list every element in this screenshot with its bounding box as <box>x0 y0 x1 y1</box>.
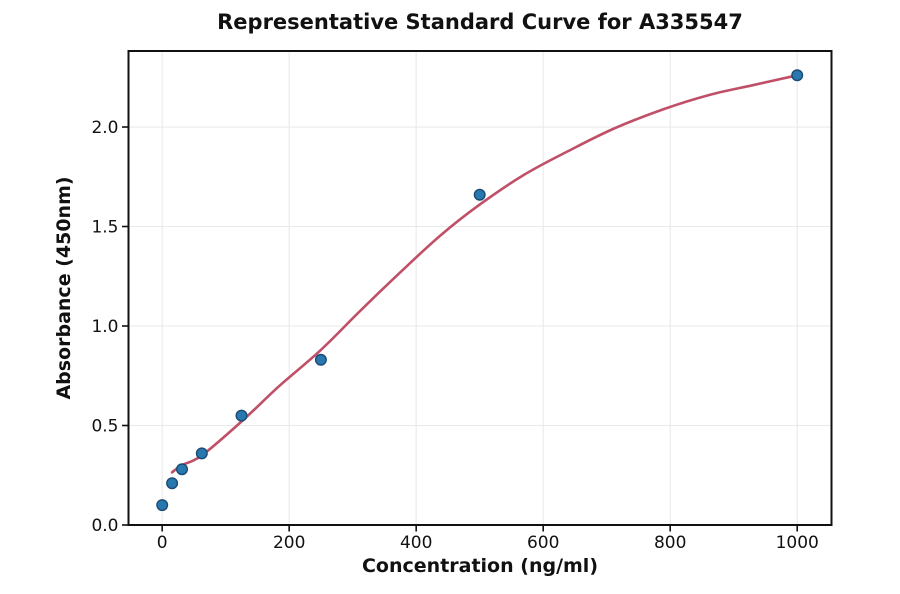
x-axis-label: Concentration (ng/ml) <box>361 555 599 577</box>
data-point <box>314 353 327 366</box>
data-point <box>235 409 248 422</box>
x-tick-label: 0 <box>157 533 168 553</box>
y-tick-label: 0.5 <box>91 417 118 437</box>
plot-border <box>127 50 833 526</box>
y-tick-label: 1.5 <box>91 218 118 238</box>
data-point <box>166 477 179 490</box>
chart-title: Representative Standard Curve for A33554… <box>217 10 743 34</box>
x-tick-label: 800 <box>654 533 686 553</box>
y-tick-label: 0.0 <box>91 516 118 536</box>
x-tick-label: 1000 <box>776 533 819 553</box>
x-tick-label: 400 <box>400 533 432 553</box>
data-point <box>473 188 486 201</box>
y-axis-label: Absorbance (450nm) <box>53 176 75 400</box>
fit-curve-line <box>170 74 799 474</box>
y-tick-label: 1.0 <box>91 317 118 337</box>
data-point <box>156 499 169 512</box>
data-point <box>175 463 188 476</box>
y-tick-label: 2.0 <box>91 118 118 138</box>
data-point <box>791 69 804 82</box>
data-point <box>195 447 208 460</box>
x-tick-label: 200 <box>273 533 305 553</box>
x-tick-label: 600 <box>527 533 559 553</box>
